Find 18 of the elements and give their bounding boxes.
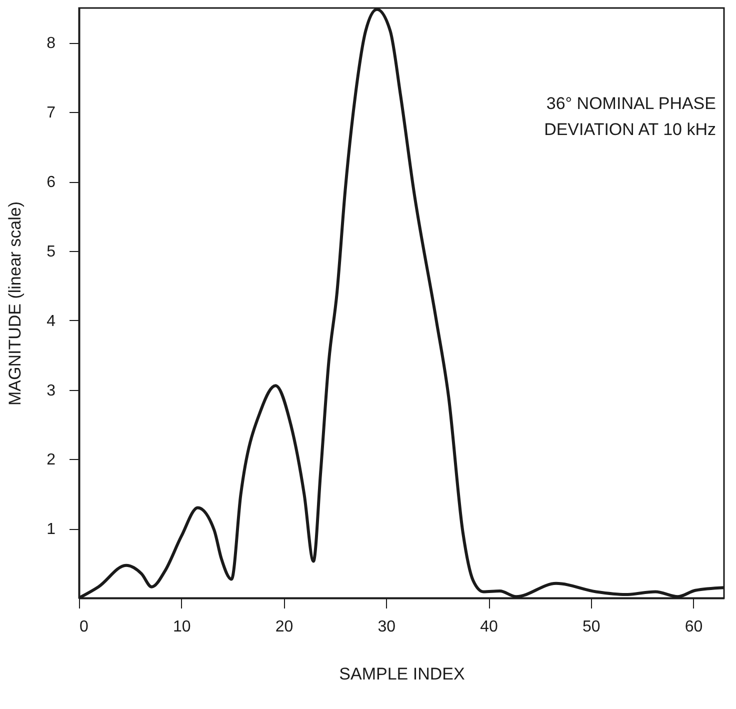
y-tick-label: 7: [46, 104, 56, 122]
x-tick-label: 40: [480, 618, 498, 636]
y-tick-label: 2: [46, 452, 56, 469]
x-tick-label: 60: [684, 618, 703, 636]
annotation: 36° NOMINAL PHASE DEVIATION AT 10 kHz: [544, 94, 716, 139]
x-tick-label: 0: [80, 618, 88, 636]
y-tick-label: 6: [46, 174, 56, 192]
y-tick-label: 1: [46, 521, 56, 538]
x-tick-label: 10: [172, 618, 191, 636]
x-tick-label: 50: [582, 618, 600, 636]
x-tick-label: 30: [378, 618, 396, 636]
x-axis-title: SAMPLE INDEX: [339, 664, 465, 684]
y-tick-label: 4: [46, 312, 56, 330]
x-tick-label: 20: [275, 618, 294, 636]
y-axis-title: MAGNITUDE (linear scale): [6, 201, 25, 406]
y-tick-label: 3: [46, 382, 56, 400]
y-tick-label: 5: [46, 243, 56, 260]
y-tick-label: 8: [46, 35, 56, 52]
